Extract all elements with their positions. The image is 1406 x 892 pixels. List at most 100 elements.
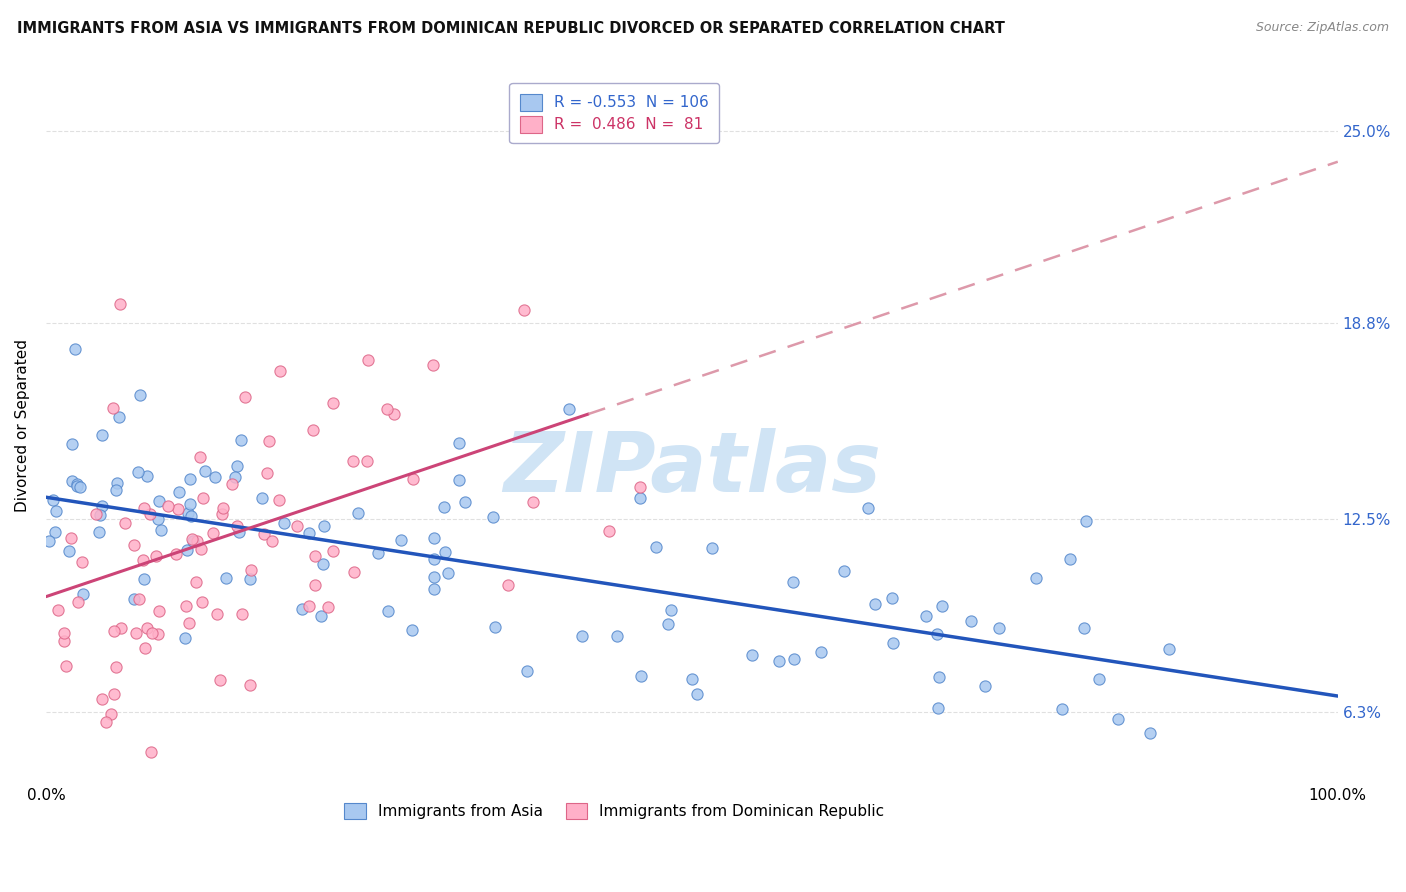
Point bbox=[84, 507, 107, 521]
Point bbox=[141, 626, 163, 640]
Point bbox=[630, 480, 652, 494]
Point bbox=[134, 500, 156, 515]
Point bbox=[105, 475, 128, 490]
Point bbox=[221, 476, 243, 491]
Point bbox=[180, 508, 202, 523]
Point bbox=[322, 544, 344, 558]
Point bbox=[657, 617, 679, 632]
Point bbox=[931, 599, 953, 613]
Point bbox=[179, 616, 201, 631]
Point bbox=[114, 516, 136, 531]
Point bbox=[832, 564, 855, 578]
Point bbox=[60, 531, 83, 545]
Point bbox=[136, 621, 159, 635]
Point bbox=[304, 578, 326, 592]
Point bbox=[52, 626, 75, 640]
Point bbox=[63, 342, 86, 356]
Legend: Immigrants from Asia, Immigrants from Dominican Republic: Immigrants from Asia, Immigrants from Do… bbox=[337, 797, 890, 825]
Point bbox=[96, 714, 118, 729]
Point bbox=[391, 533, 413, 548]
Point bbox=[260, 534, 283, 549]
Point bbox=[436, 566, 458, 580]
Point bbox=[1073, 621, 1095, 635]
Text: IMMIGRANTS FROM ASIA VS IMMIGRANTS FROM DOMINICAN REPUBLIC DIVORCED OR SEPARATED: IMMIGRANTS FROM ASIA VS IMMIGRANTS FROM … bbox=[17, 21, 1005, 36]
Point bbox=[375, 402, 398, 417]
Point bbox=[224, 470, 246, 484]
Point bbox=[285, 518, 308, 533]
Point bbox=[52, 633, 75, 648]
Point bbox=[134, 641, 156, 656]
Point bbox=[134, 572, 156, 586]
Point bbox=[882, 591, 904, 605]
Point bbox=[316, 599, 339, 614]
Point bbox=[45, 504, 67, 518]
Point bbox=[181, 534, 204, 549]
Point bbox=[136, 469, 159, 483]
Point bbox=[72, 587, 94, 601]
Point bbox=[702, 541, 724, 556]
Point bbox=[1074, 514, 1097, 528]
Point bbox=[628, 491, 651, 506]
Point bbox=[110, 297, 132, 311]
Point bbox=[177, 506, 200, 520]
Point bbox=[882, 636, 904, 650]
Point bbox=[783, 652, 806, 666]
Point bbox=[422, 552, 444, 566]
Point bbox=[343, 565, 366, 579]
Point bbox=[558, 401, 581, 416]
Point bbox=[225, 459, 247, 474]
Point bbox=[110, 621, 132, 635]
Point bbox=[259, 434, 281, 448]
Point bbox=[239, 563, 262, 577]
Point bbox=[60, 437, 83, 451]
Point bbox=[384, 407, 406, 421]
Point bbox=[741, 648, 763, 662]
Point bbox=[433, 545, 456, 559]
Point bbox=[1088, 673, 1111, 687]
Point bbox=[973, 679, 995, 693]
Point bbox=[186, 574, 208, 589]
Point bbox=[1025, 571, 1047, 585]
Point bbox=[516, 664, 538, 678]
Point bbox=[681, 672, 703, 686]
Point bbox=[630, 669, 652, 683]
Point bbox=[356, 352, 378, 367]
Point bbox=[122, 538, 145, 552]
Point bbox=[101, 401, 124, 415]
Point bbox=[422, 582, 444, 596]
Point bbox=[291, 602, 314, 616]
Point bbox=[157, 499, 180, 513]
Point bbox=[105, 483, 128, 497]
Point bbox=[186, 534, 208, 549]
Point bbox=[148, 493, 170, 508]
Point bbox=[810, 645, 832, 659]
Point bbox=[322, 395, 344, 409]
Point bbox=[150, 523, 173, 537]
Point bbox=[139, 508, 162, 522]
Point bbox=[105, 660, 128, 674]
Point bbox=[127, 466, 149, 480]
Point bbox=[100, 707, 122, 722]
Point bbox=[91, 428, 114, 442]
Point bbox=[865, 597, 887, 611]
Point bbox=[298, 599, 321, 614]
Point bbox=[422, 531, 444, 545]
Point bbox=[165, 547, 187, 561]
Point bbox=[211, 507, 233, 521]
Point bbox=[449, 473, 471, 487]
Point bbox=[304, 549, 326, 564]
Point bbox=[145, 549, 167, 563]
Point bbox=[269, 364, 291, 378]
Point bbox=[959, 614, 981, 628]
Point bbox=[915, 608, 938, 623]
Point bbox=[367, 546, 389, 560]
Point bbox=[231, 433, 253, 447]
Point bbox=[598, 524, 620, 538]
Point bbox=[202, 525, 225, 540]
Point bbox=[782, 575, 804, 590]
Point bbox=[166, 501, 188, 516]
Point bbox=[69, 479, 91, 493]
Point bbox=[686, 687, 709, 701]
Point bbox=[346, 506, 368, 520]
Point bbox=[498, 578, 520, 592]
